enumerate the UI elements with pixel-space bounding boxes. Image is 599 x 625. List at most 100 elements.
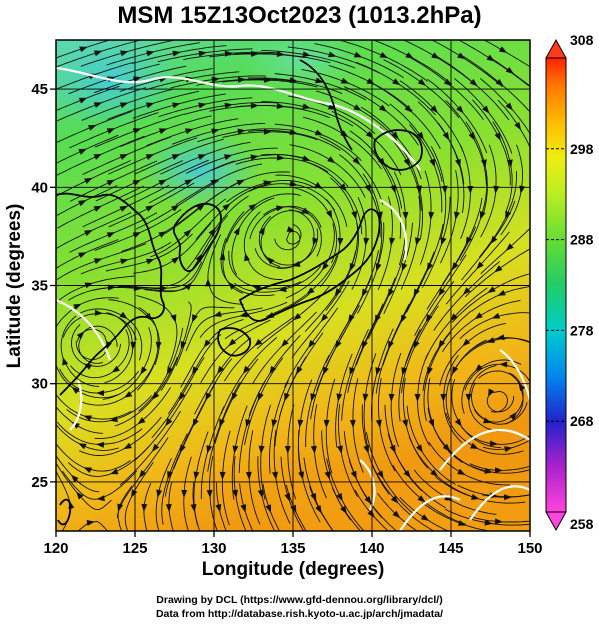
streamline-arrow [442,132,450,141]
x-axis-ticks: 120 125 130 135 140 145 150 [43,531,543,557]
streamline-arrow [172,50,181,57]
streamline-arrow [503,494,513,501]
streamline-arrow [242,365,251,374]
streamline-arrow [363,237,370,246]
streamline-arrow [240,504,247,513]
colorbar: 308 298 288 278 268 258 [545,32,594,532]
streamline-arrow [272,471,278,480]
y-axis-ticks: 25 30 35 40 45 [31,81,56,491]
streamline-arrow [93,50,103,57]
streamline-arrow [120,50,129,57]
streamline-arrow [499,361,508,368]
streamline-arrow [183,229,192,238]
streamline-arrow [237,76,246,83]
streamline-arrow [440,237,447,246]
streamline-arrow [430,469,439,477]
streamline-arrow [364,184,371,193]
streamline-arrow [315,77,324,84]
streamline-arrow [484,519,493,526]
streamline-arrow [320,313,329,322]
streamline-arrow [489,440,498,447]
streamline-arrow [429,158,435,168]
streamline-arrow [170,314,177,323]
streamline-arrow [292,261,301,267]
streamline-arrow [494,467,504,474]
streamline-arrow [302,103,311,110]
streamline-arrow [265,504,272,513]
streamline-arrow [111,365,120,373]
streamline-arrow [198,102,207,109]
streamline-arrow [414,237,421,246]
streamline-arrow [361,340,368,350]
figure-title: MSM 15Z13Oct2023 (1013.2hPa) [117,2,482,29]
footer-credits: Drawing by DCL (https://www.gfd-dennou.o… [0,593,599,621]
streamline-arrow [337,445,343,454]
streamline-arrow [427,366,433,376]
streamline-arrow [117,503,124,513]
temperature-contours [56,66,530,531]
streamline-arrow [456,105,464,114]
streamline-arrow [131,489,138,498]
x-tick-label: 150 [517,540,542,557]
streamline-arrow [165,504,172,513]
streamline-arrow [284,445,291,454]
colorbar-tick-label: 288 [570,232,594,248]
streamline-arrow [480,159,487,168]
streamline-arrow [159,285,168,292]
streamline-arrow [440,393,447,402]
streamline-arrow [430,105,438,114]
streamline-arrow [232,489,239,498]
streamline-arrow [106,232,116,239]
streamline-arrow [353,104,362,111]
streamline-arrow [190,503,197,513]
streamline-arrow [465,393,472,402]
colorbar-bottom-arrow [545,511,567,532]
streamline-arrow [289,129,298,135]
streamline-arrow [119,102,129,109]
streamline-arrow [245,419,252,428]
streamline-arrow [504,446,513,453]
streamline-arrow [258,445,265,454]
streamline-arrow [479,211,486,220]
streamline-arrow [178,392,186,401]
graticule [56,40,530,531]
streamline-arrow [297,419,304,428]
streamline-arrow [236,179,246,186]
streamline-arrow [491,312,501,319]
y-tick-label: 40 [31,179,48,196]
streamline-arrow [78,97,88,104]
colorbar-ticks: 308 298 288 278 268 258 [546,32,594,532]
streamline-arrow [119,311,128,319]
colorbar-top-arrow [545,38,567,59]
streamline-arrow [505,243,514,251]
streamline-arrow [245,471,252,480]
streamline-arrow [205,278,212,287]
streamline-arrow [93,102,103,109]
streamline-arrow [166,366,174,376]
streamline-arrow [334,288,342,297]
streamline-arrow [494,518,503,525]
streamline-arrow [401,262,408,272]
streamline-arrow [155,341,162,350]
streamline-arrow [84,230,93,237]
streamline-arrow [145,154,155,160]
streamline-arrow [482,105,490,114]
streamline-arrow [213,310,222,317]
streamline-arrow [442,443,451,452]
streamline-arrow [375,419,382,428]
streamline-arrow [443,78,452,87]
streamline-arrow [379,51,389,59]
streamline-arrow [327,156,336,164]
streamline-arrow [250,50,259,57]
streamline-arrow [367,509,375,518]
credit-data: Data from http://database.rish.kyoto-u.a… [155,608,444,620]
streamline-arrow [84,177,93,185]
streamline-arrow [490,235,498,245]
streamline-arrow [293,312,302,321]
streamline-arrow [498,46,508,53]
streamline-arrow [474,312,483,320]
streamline-arrow [70,474,79,483]
streamline-arrow [375,367,382,376]
streamline-arrow [389,237,396,246]
streamline-arrow [403,158,410,167]
